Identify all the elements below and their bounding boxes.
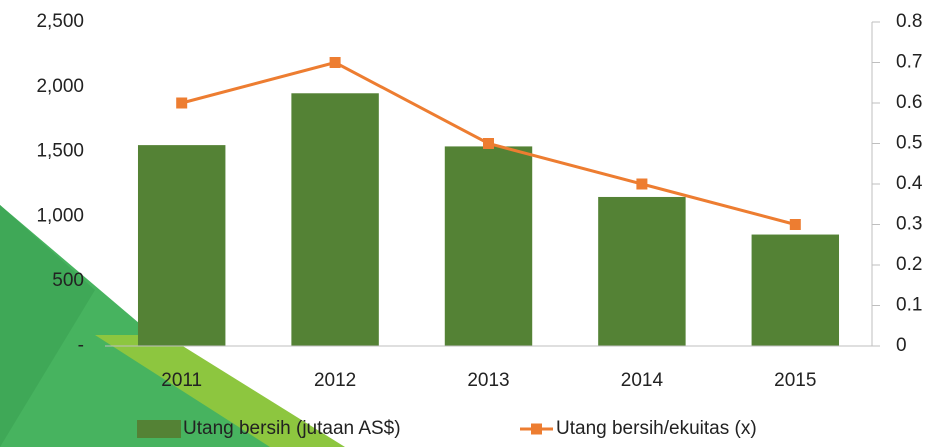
x-tick-label: 2015	[774, 370, 816, 391]
line-marker	[636, 178, 648, 190]
x-tick-label: 2012	[314, 370, 356, 391]
y-tick-label: 500	[52, 270, 84, 291]
y-tick-label: 2,000	[36, 76, 84, 97]
line-marker	[483, 138, 494, 149]
bar	[137, 145, 226, 346]
bar	[444, 146, 533, 346]
y2-tick-label: 0.3	[896, 214, 922, 235]
y2-tick-label: 0.7	[896, 52, 922, 73]
y2-tick-label: 0.5	[896, 133, 922, 154]
y-tick-label: -	[78, 335, 84, 356]
legend-marker	[531, 423, 542, 435]
y2-tick-label: 0.6	[896, 92, 922, 113]
y2-tick-label: 0	[896, 335, 907, 356]
x-tick-label: 2011	[161, 370, 202, 391]
y2-tick-label: 0.4	[896, 173, 923, 194]
line-marker	[176, 97, 188, 109]
bar	[598, 196, 686, 346]
y2-tick-label: 0.2	[896, 254, 922, 275]
decor-shade	[0, 205, 95, 447]
y2-tick-label: 0.8	[896, 11, 922, 32]
decor-strip	[95, 335, 345, 447]
legend-label: Utang bersih/ekuitas (x)	[556, 418, 757, 439]
line-marker	[789, 219, 801, 230]
bar	[751, 234, 840, 346]
y-tick-label: 2,500	[36, 11, 84, 32]
y-tick-label: 1,500	[36, 141, 84, 162]
legend-label: Utang bersih (jutaan AS$)	[183, 418, 401, 439]
line-marker	[329, 57, 341, 68]
y2-tick-label: 0.1	[896, 295, 922, 316]
x-tick-label: 2013	[467, 370, 509, 391]
y-tick-label: 1,000	[36, 205, 84, 226]
bar	[291, 93, 379, 346]
x-tick-label: 2014	[621, 370, 664, 391]
legend-swatch	[137, 420, 181, 438]
